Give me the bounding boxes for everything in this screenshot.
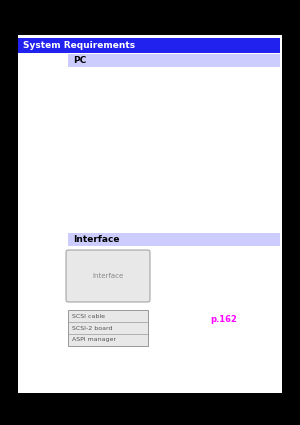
Text: SCSI-2 board: SCSI-2 board <box>72 326 112 331</box>
Bar <box>18 38 280 53</box>
Text: SCSI cable: SCSI cable <box>72 314 105 318</box>
Text: ASPI manager: ASPI manager <box>72 337 116 343</box>
FancyBboxPatch shape <box>66 250 150 302</box>
Bar <box>68 233 280 246</box>
Text: PC: PC <box>73 56 86 65</box>
Bar <box>18 35 282 393</box>
Text: Interface: Interface <box>73 235 119 244</box>
Text: p.162: p.162 <box>210 315 237 325</box>
Text: Interface: Interface <box>92 273 124 279</box>
Text: System Requirements: System Requirements <box>23 41 135 50</box>
Bar <box>68 54 280 67</box>
Bar <box>68 310 148 346</box>
